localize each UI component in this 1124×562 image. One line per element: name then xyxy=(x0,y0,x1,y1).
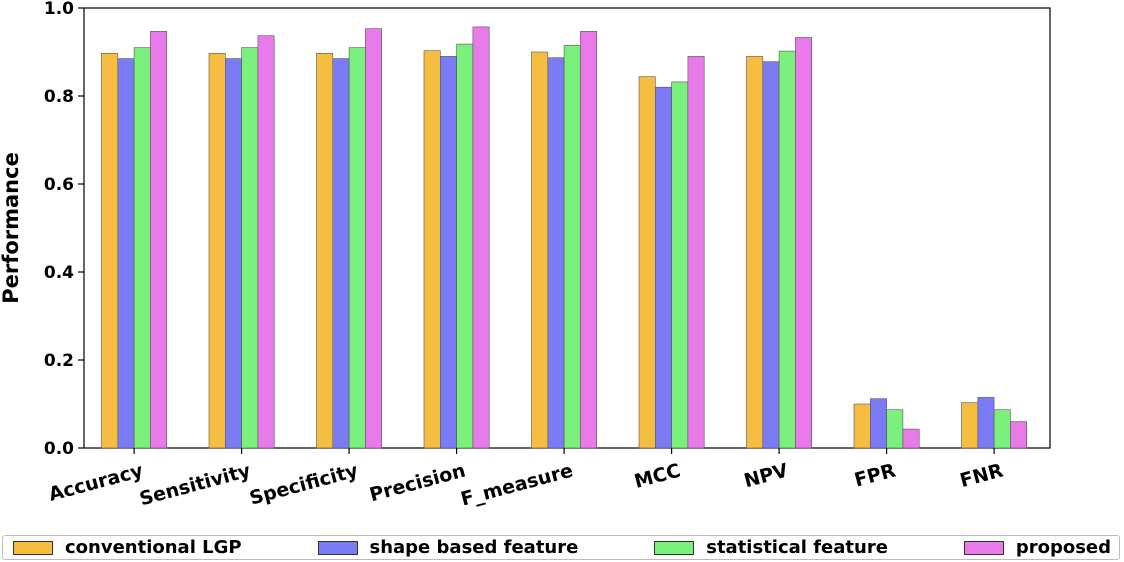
legend: conventional LGP shape based feature sta… xyxy=(2,535,1120,560)
bar-accuracy-statistical-feature xyxy=(133,47,151,449)
bar-fpr-proposed xyxy=(902,428,920,449)
x-tick-label-precision: Precision xyxy=(367,460,468,507)
legend-label: conventional LGP xyxy=(65,537,242,558)
bar-fnr-conventional-lgp xyxy=(961,402,979,449)
bar-specificity-proposed xyxy=(365,28,382,449)
x-tick-label-fnr: FNR xyxy=(958,459,1006,492)
bar-f-measure-statistical-feature xyxy=(563,45,581,449)
legend-label: statistical feature xyxy=(706,537,888,558)
legend-label: shape based feature xyxy=(369,537,579,558)
y-axis-title: Performance xyxy=(0,152,23,304)
x-tick-label-sensitivity: Sensitivity xyxy=(137,459,253,510)
y-tick-label: 0.2 xyxy=(44,351,74,371)
legend-swatch-proposed xyxy=(963,540,1004,555)
legend-swatch-conventional-lgp xyxy=(13,540,53,555)
x-tick-label-mcc: MCC xyxy=(632,460,683,493)
bar-fnr-proposed xyxy=(1010,421,1028,449)
legend-swatch-shape-based-feature xyxy=(317,540,358,555)
bar-precision-statistical-feature xyxy=(456,43,474,449)
bar-fpr-shape-based-feature xyxy=(869,398,887,449)
bar-npv-statistical-feature xyxy=(778,50,796,449)
legend-swatch-statistical-feature xyxy=(654,540,695,555)
bar-accuracy-shape-based-feature xyxy=(117,58,135,449)
bar-specificity-conventional-lgp xyxy=(316,53,334,449)
bar-sensitivity-statistical-feature xyxy=(241,47,259,449)
bar-f-measure-conventional-lgp xyxy=(531,51,549,449)
bar-mcc-proposed xyxy=(687,56,705,449)
bar-fnr-statistical-feature xyxy=(993,409,1011,449)
bar-sensitivity-shape-based-feature xyxy=(225,58,242,449)
bar-f-measure-shape-based-feature xyxy=(547,57,565,449)
bar-precision-conventional-lgp xyxy=(423,50,441,449)
legend-item-shape-based-feature: shape based feature xyxy=(317,537,579,558)
bar-specificity-statistical-feature xyxy=(348,47,366,449)
bar-f-measure-proposed xyxy=(580,31,598,449)
bar-mcc-shape-based-feature xyxy=(654,86,672,449)
bar-sensitivity-conventional-lgp xyxy=(208,53,226,449)
bar-specificity-shape-based-feature xyxy=(332,58,350,449)
x-tick-label-fpr: FPR xyxy=(852,459,898,491)
bar-npv-proposed xyxy=(795,37,813,449)
bars-group xyxy=(101,26,1028,449)
y-axis: 0.0 0.2 0.4 0.6 0.8 1.0 xyxy=(44,0,84,459)
bar-fpr-conventional-lgp xyxy=(853,403,871,449)
bar-npv-conventional-lgp xyxy=(746,56,764,449)
y-tick-label: 0.8 xyxy=(44,87,74,107)
bar-precision-proposed xyxy=(472,26,490,449)
legend-item-conventional-lgp: conventional LGP xyxy=(13,537,242,558)
y-tick-label: 0.4 xyxy=(44,263,74,283)
bar-sensitivity-proposed xyxy=(257,35,275,449)
x-tick-label-f-measure: F_measure xyxy=(459,460,576,511)
bar-accuracy-conventional-lgp xyxy=(101,53,119,449)
bar-mcc-conventional-lgp xyxy=(638,76,656,449)
legend-item-proposed: proposed xyxy=(963,537,1111,558)
legend-item-statistical-feature: statistical feature xyxy=(654,537,888,558)
x-tick-label-specificity: Specificity xyxy=(247,459,361,509)
y-tick-label: 0.0 xyxy=(44,439,74,459)
bar-mcc-statistical-feature xyxy=(671,81,689,449)
bar-precision-shape-based-feature xyxy=(439,56,457,449)
bar-accuracy-proposed xyxy=(150,31,167,449)
y-tick-label: 1.0 xyxy=(44,0,74,19)
x-tick-label-accuracy: Accuracy xyxy=(46,459,146,505)
legend-label: proposed xyxy=(1015,537,1111,558)
x-tick-label-npv: NPV xyxy=(742,460,791,493)
bar-fpr-statistical-feature xyxy=(886,409,904,449)
bar-fnr-shape-based-feature xyxy=(977,397,995,449)
y-tick-label: 0.6 xyxy=(44,175,74,195)
bar-npv-shape-based-feature xyxy=(762,61,780,449)
